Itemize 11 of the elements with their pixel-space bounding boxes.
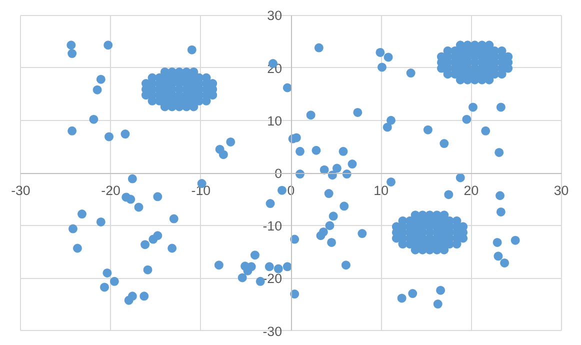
x-tick-label: 20	[464, 183, 479, 198]
y-tick-label: -20	[262, 271, 282, 286]
x-tick-label: 30	[554, 183, 569, 198]
y-tick-label: -10	[262, 218, 282, 234]
y-tick-label: 30	[267, 8, 282, 24]
x-tick-label: -20	[101, 183, 120, 198]
x-tick-label: -10	[191, 183, 211, 198]
y-tick-label: -30	[262, 324, 282, 339]
x-tick-label: -30	[11, 183, 30, 198]
y-tick-label: 10	[267, 113, 282, 128]
x-tick-label: 10	[374, 183, 389, 198]
